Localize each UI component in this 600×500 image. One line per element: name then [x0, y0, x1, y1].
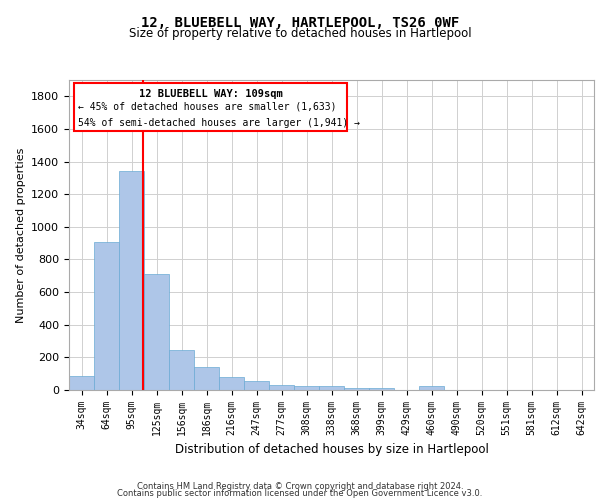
Bar — [269, 385, 294, 390]
Text: 54% of semi-detached houses are larger (1,941) →: 54% of semi-detached houses are larger (… — [79, 118, 361, 128]
Bar — [194, 367, 219, 390]
X-axis label: Distribution of detached houses by size in Hartlepool: Distribution of detached houses by size … — [175, 444, 488, 456]
Bar — [119, 172, 144, 390]
Bar — [369, 388, 394, 390]
Text: ← 45% of detached houses are smaller (1,633): ← 45% of detached houses are smaller (1,… — [79, 101, 337, 111]
Bar — [169, 350, 194, 390]
Bar — [144, 274, 169, 390]
Text: 12, BLUEBELL WAY, HARTLEPOOL, TS26 0WF: 12, BLUEBELL WAY, HARTLEPOOL, TS26 0WF — [141, 16, 459, 30]
Bar — [294, 386, 319, 390]
Y-axis label: Number of detached properties: Number of detached properties — [16, 148, 26, 322]
Bar — [319, 386, 344, 390]
Bar — [419, 386, 444, 390]
Text: 12 BLUEBELL WAY: 109sqm: 12 BLUEBELL WAY: 109sqm — [139, 88, 283, 99]
Bar — [244, 381, 269, 390]
Bar — [94, 242, 119, 390]
Bar — [74, 83, 347, 131]
Text: Contains HM Land Registry data © Crown copyright and database right 2024.: Contains HM Land Registry data © Crown c… — [137, 482, 463, 491]
Text: Contains public sector information licensed under the Open Government Licence v3: Contains public sector information licen… — [118, 489, 482, 498]
Bar — [219, 376, 244, 390]
Bar — [69, 376, 94, 390]
Text: Size of property relative to detached houses in Hartlepool: Size of property relative to detached ho… — [128, 28, 472, 40]
Bar — [344, 388, 369, 390]
